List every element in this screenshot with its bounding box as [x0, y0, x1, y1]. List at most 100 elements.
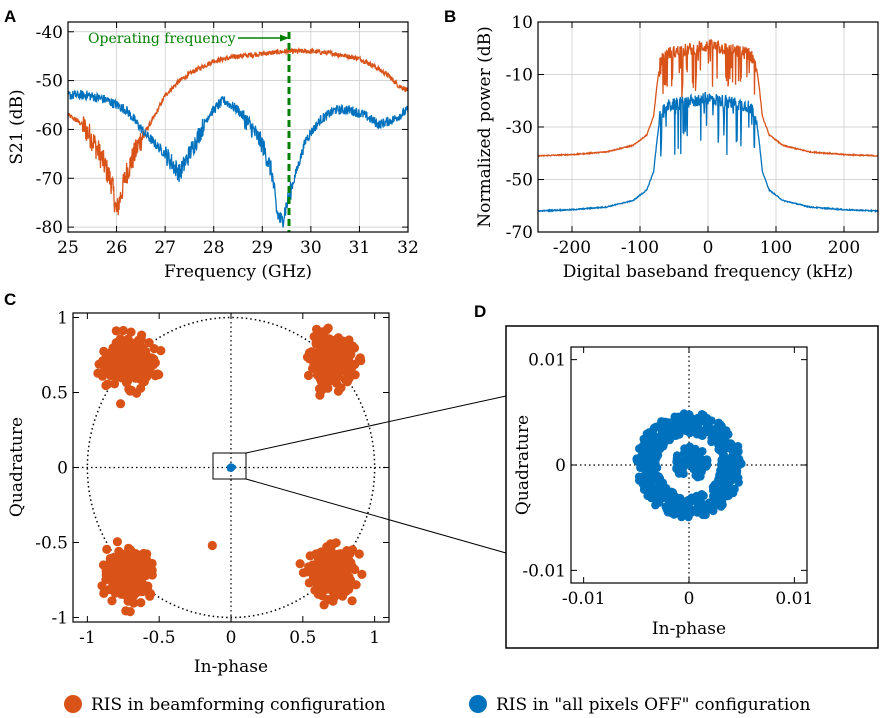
scatter-point — [107, 557, 117, 567]
b-ytick-label: -50 — [506, 171, 533, 191]
scatter-point — [349, 343, 360, 353]
panel-b-ylabel: Normalized power (dB) — [475, 26, 495, 228]
panel-c-ylabel: Quadrature — [7, 417, 27, 517]
scatter-point — [129, 598, 139, 608]
scatter-point — [111, 326, 121, 336]
scatter-point — [345, 548, 355, 559]
a-ytick-label: -50 — [36, 72, 63, 92]
scatter-point — [648, 487, 658, 496]
scatter-point — [228, 464, 234, 470]
scatter-point — [687, 445, 697, 455]
scatter-point — [698, 463, 708, 473]
scatter-point — [635, 476, 644, 485]
panel-d-xlabel: In-phase — [652, 619, 726, 639]
panel-c-xlabel: In-phase — [194, 657, 268, 677]
scatter-point — [728, 469, 737, 479]
c-xtick-label: 0 — [226, 628, 237, 648]
panel-d-series — [632, 409, 746, 522]
a-xtick-label: 25 — [57, 238, 79, 258]
scatter-point — [681, 426, 691, 436]
scatter-point — [315, 580, 325, 591]
a-ytick-label: -40 — [36, 23, 63, 43]
scatter-point — [349, 359, 359, 370]
panel-label-c: C — [4, 290, 16, 309]
scatter-point — [693, 472, 702, 482]
scatter-point — [136, 598, 146, 608]
panel-label-d: D — [474, 302, 486, 321]
scatter-point — [641, 452, 650, 462]
scatter-point — [709, 491, 718, 501]
scatter-point — [139, 548, 149, 559]
a-xtick-label: 32 — [397, 238, 419, 258]
scatter-point — [110, 361, 120, 372]
scatter-point — [131, 567, 141, 577]
c-xtick-label: -1 — [79, 628, 96, 648]
scatter-point — [97, 371, 108, 381]
d-ytick-label: 0.01 — [528, 351, 566, 371]
scatter-point — [110, 588, 120, 598]
panel-c-ticks: -1 -0.5 0 0.5 1 1 0.5 0 -0.5 -1 — [35, 309, 389, 648]
scatter-point — [667, 497, 676, 507]
scatter-point — [735, 456, 744, 465]
panel-d-ylabel: Quadrature — [513, 415, 533, 515]
scatter-point — [141, 567, 151, 577]
scatter-point — [671, 431, 681, 441]
zoom-connector-bottom — [245, 478, 507, 554]
b-xtick-label: 0 — [703, 238, 714, 258]
scatter-point — [719, 450, 728, 459]
scatter-point — [723, 442, 732, 451]
scatter-point — [108, 578, 118, 588]
scatter-point — [128, 365, 139, 376]
scatter-point — [116, 399, 126, 409]
scatter-point — [679, 409, 689, 418]
scatter-point — [112, 350, 123, 360]
scatter-point — [98, 356, 108, 366]
d-xtick-label: 0.01 — [775, 589, 813, 609]
scatter-point — [324, 340, 334, 351]
scatter-point — [635, 444, 644, 453]
scatter-point — [661, 502, 671, 512]
panel-a-series — [68, 46, 408, 228]
scatter-point — [705, 423, 714, 433]
scatter-point — [637, 459, 646, 468]
a-xtick-label: 30 — [300, 238, 322, 258]
operating-frequency-label: Operating frequency — [88, 31, 236, 47]
scatter-point — [118, 552, 128, 563]
c-xtick-label: 1 — [369, 628, 380, 648]
scatter-point — [308, 560, 318, 570]
scatter-point — [697, 412, 707, 422]
scatter-point — [317, 335, 327, 345]
scatter-point — [118, 325, 128, 336]
scatter-point — [99, 588, 109, 599]
a-ytick-label: -80 — [36, 218, 63, 238]
scatter-point — [658, 493, 667, 503]
operating-frequency-arrowhead — [280, 34, 289, 42]
scatter-point — [99, 346, 109, 356]
legend: RIS in beamforming configuration RIS in … — [64, 695, 811, 715]
scatter-point — [728, 486, 737, 496]
b-xtick-label: -100 — [621, 238, 659, 258]
b-xtick-label: 200 — [828, 238, 860, 258]
scatter-point — [338, 559, 348, 569]
scatter-point — [137, 330, 147, 340]
scatter-point — [328, 596, 338, 606]
b-ytick-label: 10 — [511, 13, 533, 33]
scatter-point — [126, 327, 136, 337]
scatter-point — [338, 591, 348, 601]
scatter-point — [666, 420, 676, 430]
c-xtick-label: -0.5 — [143, 628, 176, 648]
c-ytick-label: 0.5 — [41, 384, 68, 404]
scatter-point — [207, 540, 217, 551]
c-ytick-label: 0 — [57, 459, 68, 479]
scatter-point — [324, 334, 334, 344]
scatter-point — [121, 356, 131, 366]
scatter-point — [652, 463, 662, 473]
scatter-point — [672, 457, 681, 467]
scatter-point — [122, 338, 132, 348]
scatter-point — [719, 458, 729, 468]
panel-c: -1 -0.5 0 0.5 1 1 0.5 0 -0.5 -1 In-phase Quadratu… — [7, 309, 390, 677]
scatter-point — [346, 558, 356, 568]
series-line-all-off — [68, 89, 408, 228]
scatter-point — [101, 380, 111, 391]
scatter-point — [317, 327, 327, 337]
